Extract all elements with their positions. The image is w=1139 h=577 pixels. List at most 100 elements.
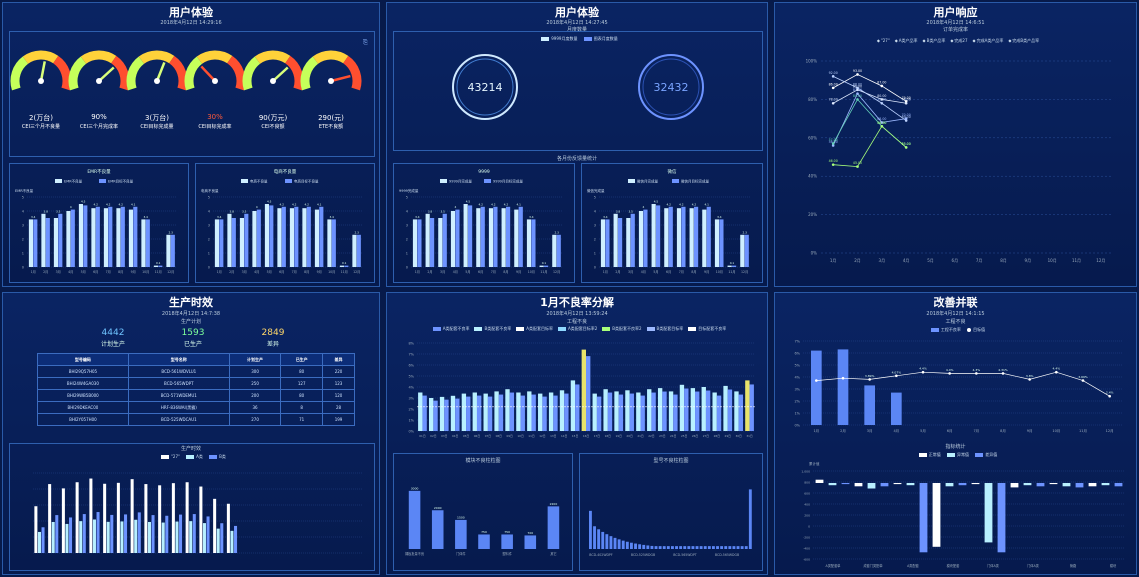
table-row[interactable]: BHI29DKEAC00 HRF-836WAI(黑霸) 36 8 28	[37, 401, 355, 414]
tick-label: 1%	[794, 412, 800, 416]
bar	[472, 392, 477, 431]
tick-label: 7月	[292, 270, 297, 274]
legend-label: EMR不良量	[64, 179, 83, 184]
bar	[605, 219, 610, 267]
tick-label: 6月	[93, 270, 98, 274]
data-label: 4.2	[292, 202, 297, 206]
tick-label: 16日	[583, 434, 590, 438]
table-row[interactable]: BHI2Y057H00 BCD-525WDCAU1 270 71 199	[37, 413, 355, 426]
bar	[520, 395, 525, 431]
tick-label: BCD-402WDPF	[589, 553, 613, 557]
tick-label: 7月	[106, 270, 111, 274]
bar	[736, 546, 740, 549]
tick-label: 1月	[217, 270, 222, 274]
tick-label: 6月	[666, 270, 671, 274]
bar	[597, 529, 601, 549]
bar	[202, 523, 206, 553]
table-cell: BHI24W4GA030	[37, 377, 129, 390]
panel-subtitle: 月度数量	[566, 27, 587, 33]
legend-swatch	[583, 37, 592, 41]
tick-label: 12月	[1106, 428, 1114, 433]
axis-label: 9999完成量	[399, 188, 419, 193]
column-header[interactable]: 型号编码	[37, 353, 129, 366]
share-icon[interactable]: ⎘	[363, 39, 368, 46]
panel-timestamp: 2018年4月12日 14:6:51	[926, 20, 985, 26]
bar	[53, 218, 58, 267]
gauge-needle	[330, 74, 351, 83]
column-header[interactable]: 型号名称	[127, 353, 230, 366]
column-header[interactable]: 已生产	[280, 353, 324, 366]
bar	[69, 517, 73, 553]
bar	[647, 389, 652, 431]
table-row[interactable]: BHI24W4GA030 BCD-565WDPT 250 127 123	[37, 377, 355, 390]
tick-label: 模块配套	[947, 563, 961, 568]
data-label: 4.4%	[946, 368, 954, 372]
bar	[744, 234, 749, 267]
bar	[552, 234, 557, 267]
tick-label: 03日	[441, 434, 448, 438]
tick-label: 04日	[452, 434, 459, 438]
tick-label: 10月	[142, 270, 149, 274]
bar	[531, 219, 536, 267]
improve-legend: 工程不良率 目标值	[775, 327, 1136, 333]
gauge-value: 90%	[91, 113, 107, 121]
line-point	[1001, 372, 1005, 375]
bar	[945, 483, 954, 487]
tick-label: 06日	[474, 434, 481, 438]
column-header[interactable]: 计划生产	[228, 353, 282, 366]
bar	[636, 392, 641, 431]
emr-chart-box	[9, 163, 189, 283]
table-row[interactable]: BHI29WB5B000 BCD-571WDEMU1 200 80 120	[37, 389, 355, 402]
table-cell: 71	[280, 413, 324, 426]
bar	[668, 391, 674, 431]
bar	[681, 206, 686, 267]
ring-outer-2	[638, 54, 704, 120]
tick-label: 1月	[31, 270, 36, 274]
data-label: 78.00	[829, 98, 838, 102]
axis-label: 微信完成量	[587, 188, 605, 193]
defect-legend: A类配套不良率 B类配套不良率 A类配套目标率 A类配套目标率2 B类配套不良率2 B类配…	[387, 326, 767, 332]
tick-label: 10月	[1052, 428, 1060, 433]
bar	[654, 546, 658, 549]
bar	[621, 540, 625, 549]
bar	[673, 394, 678, 431]
bar	[505, 389, 510, 431]
tick-label: 20%	[808, 212, 817, 217]
series-point	[856, 86, 859, 90]
tick-label: 2月	[615, 270, 620, 274]
stat-label: 差异	[266, 341, 279, 348]
legend-swatch	[474, 327, 483, 331]
tick-label: 10月	[1048, 258, 1057, 263]
bar	[70, 209, 75, 267]
gauge-arc-segment	[284, 55, 304, 91]
tick-label: 3月	[440, 270, 445, 274]
bar	[600, 219, 606, 267]
series-point	[856, 98, 859, 101]
bar	[605, 534, 609, 549]
column-header[interactable]: 差异	[322, 353, 355, 366]
tick-label: 0	[808, 525, 810, 529]
legend-label: 9999月度数量	[551, 36, 578, 41]
tick-label: 9月	[1027, 428, 1033, 433]
tick-label: 11月	[155, 270, 162, 274]
series-point	[856, 92, 859, 95]
tick-label: 9月	[704, 270, 709, 274]
gauge-arc-segment	[126, 56, 145, 91]
gauge-label: CEI目标完成率	[198, 124, 232, 130]
bar	[607, 392, 613, 431]
table-cell: 123	[322, 377, 355, 390]
model-bar-chart: BCD-402WDPF BCD-525WDGB BCD-565WDPT BCD-565…	[589, 489, 752, 557]
bar	[720, 546, 724, 549]
table-row[interactable]: BHI29Q57H05 BCD-561WDVLU1 300 80 220	[37, 365, 355, 378]
tick-label: 5	[22, 196, 24, 200]
legend-swatch	[99, 179, 106, 183]
bar	[668, 206, 673, 267]
data-label: 86.00	[853, 82, 862, 86]
bar	[230, 530, 234, 553]
bar	[714, 219, 720, 267]
gauge-value: 3(万台)	[145, 114, 169, 122]
table-cell: 200	[228, 389, 282, 402]
data-label: 3.4	[217, 215, 222, 219]
gauge-arc-segment	[196, 50, 233, 64]
bar	[483, 393, 488, 431]
